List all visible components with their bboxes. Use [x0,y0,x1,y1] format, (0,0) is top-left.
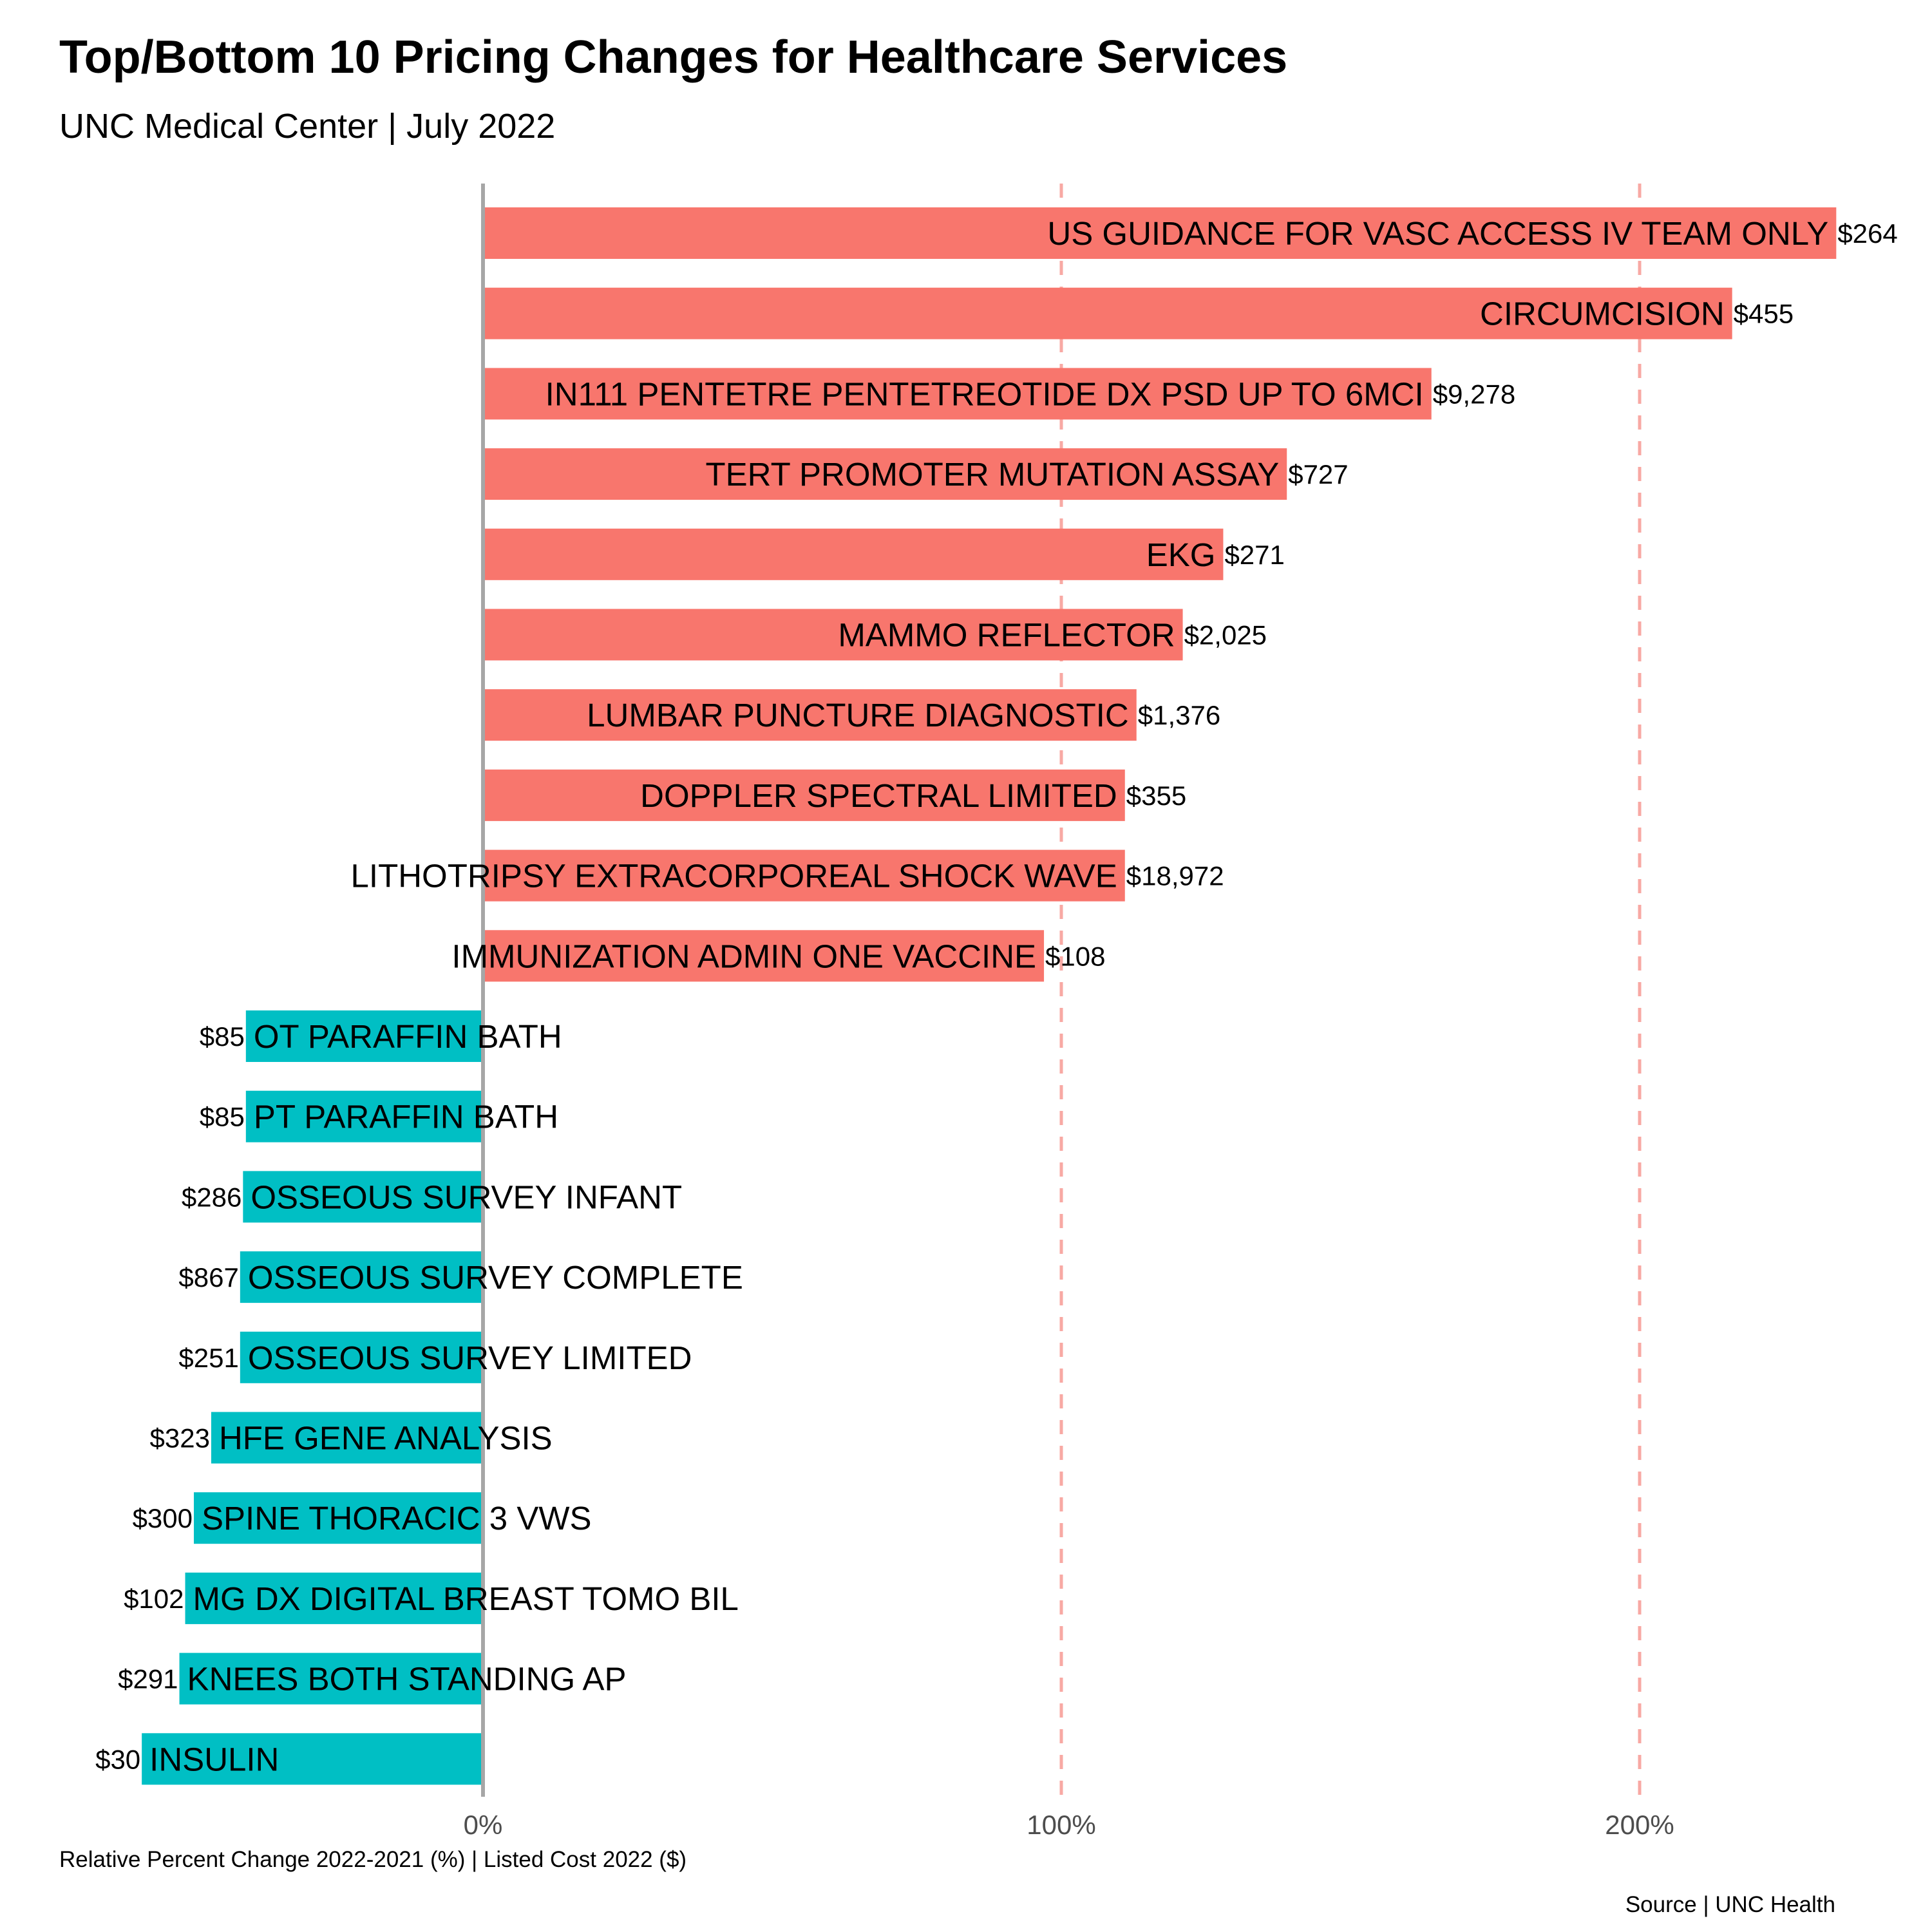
bar-17 [194,1492,483,1544]
x-tick-label: 100% [1027,1810,1095,1840]
bar-7 [483,689,1137,741]
chart-subtitle: UNC Medical Center | July 2022 [59,107,556,146]
bar-cost-label: $1,376 [1138,700,1220,730]
bar-category-label: LITHOTRIPSY EXTRACORPOREAL SHOCK WAVE [351,858,1117,895]
bar-cost-label: $2,025 [1184,620,1267,650]
chart-title: Top/Bottom 10 Pricing Changes for Health… [59,32,1288,83]
bar-cost-label: $323 [150,1423,210,1454]
bar-13 [243,1171,483,1223]
bar-20 [142,1733,483,1785]
bar-category-label: INSULIN [149,1741,279,1777]
bar-9 [483,849,1125,902]
bar-19 [179,1653,483,1705]
bar-cost-label: $9,278 [1433,379,1515,409]
x-tick-label: 200% [1605,1810,1674,1840]
bar-cost-label: $18,972 [1126,861,1224,891]
bar-cost-label: $30 [95,1744,140,1774]
source-note: Source | UNC Health [1625,1892,1835,1917]
bar-15 [240,1331,483,1383]
x-tick-label: 0% [464,1810,503,1840]
bar-5 [483,528,1224,580]
bar-cost-label: $867 [178,1262,238,1293]
bar-11 [245,1010,483,1062]
bar-labels: US GUIDANCE FOR VASC ACCESS IV TEAM ONLY… [95,215,1898,1777]
bar-3 [483,368,1432,420]
bar-cost-label: $264 [1837,218,1897,249]
bar-12 [245,1090,483,1142]
bar-category-label: OT PARAFFIN BATH [254,1018,562,1055]
bar-18 [185,1572,483,1624]
bar-cost-label: $271 [1224,540,1284,570]
bar-category-label: HFE GENE ANALYSIS [219,1420,553,1457]
bar-cost-label: $85 [200,1102,245,1132]
bar-cost-label: $727 [1288,459,1348,489]
grid-lines [1059,184,1642,1797]
bar-cost-label: $85 [200,1021,245,1052]
bar-cost-label: $286 [182,1182,242,1212]
bar-category-label: IMMUNIZATION ADMIN ONE VACCINE [451,938,1036,974]
bar-category-label: OSSEOUS SURVEY LIMITED [248,1340,692,1376]
bar-1 [483,207,1837,259]
bar-cost-label: $108 [1045,941,1105,971]
x-axis-ticks: 0% 100% 200% [464,1810,1674,1840]
bar-cost-label: $291 [118,1664,178,1694]
bar-category-label: TERT PROMOTER MUTATION ASSAY [706,456,1280,493]
bar-category-label: MG DX DIGITAL BREAST TOMO BIL [193,1580,739,1617]
bar-category-label: MAMMO REFLECTOR [838,617,1175,654]
bar-category-label: KNEES BOTH STANDING AP [187,1661,627,1698]
bar-8 [483,769,1125,821]
bar-category-label: DOPPLER SPECTRAL LIMITED [640,777,1117,814]
bars [142,207,1837,1785]
bar-4 [483,448,1287,500]
bar-category-label: SPINE THORACIC 3 VWS [202,1500,592,1537]
bar-category-label: IN111 PENTETRE PENTETREOTIDE DX PSD UP T… [545,375,1424,412]
bar-category-label: CIRCUMCISION [1480,296,1725,332]
bar-2 [483,287,1732,339]
bar-cost-label: $355 [1126,781,1186,811]
bar-chart: US GUIDANCE FOR VASC ACCESS IV TEAM ONLY… [95,184,1898,1840]
bar-category-label: EKG [1146,536,1216,573]
bar-cost-label: $102 [124,1584,184,1614]
x-axis-caption: Relative Percent Change 2022-2021 (%) | … [59,1847,687,1872]
bar-category-label: OSSEOUS SURVEY INFANT [251,1179,682,1215]
bar-category-label: US GUIDANCE FOR VASC ACCESS IV TEAM ONLY [1047,215,1828,252]
bar-cost-label: $300 [133,1503,193,1533]
bar-category-label: PT PARAFFIN BATH [254,1099,558,1135]
bar-16 [211,1412,483,1464]
bar-10 [483,930,1045,982]
bar-6 [483,609,1183,661]
bar-category-label: LUMBAR PUNCTURE DIAGNOSTIC [587,697,1129,734]
bar-cost-label: $251 [178,1343,238,1373]
bar-14 [240,1251,483,1303]
bar-category-label: OSSEOUS SURVEY COMPLETE [248,1259,743,1296]
bar-cost-label: $455 [1734,299,1794,329]
